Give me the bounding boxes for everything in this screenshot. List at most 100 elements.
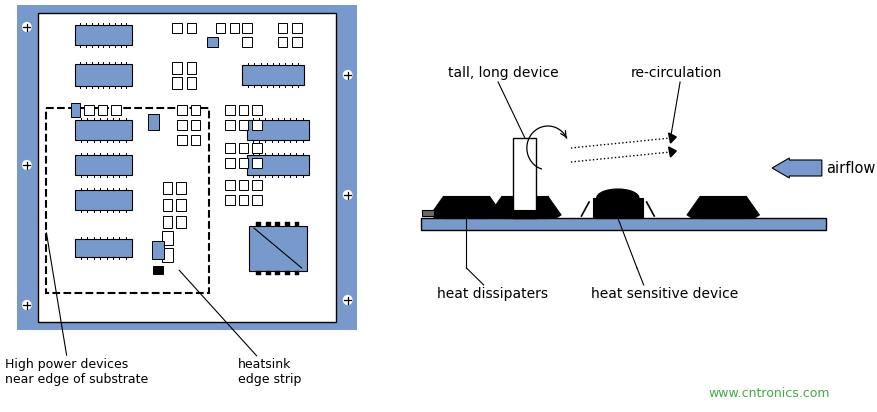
Bar — [71, 103, 81, 117]
FancyArrow shape — [771, 158, 821, 178]
Bar — [239, 120, 248, 130]
Text: airflow: airflow — [824, 161, 874, 176]
Bar — [277, 37, 287, 47]
Bar — [190, 120, 200, 130]
Circle shape — [341, 69, 353, 81]
Text: tall, long device: tall, long device — [448, 66, 559, 80]
Bar — [161, 248, 173, 262]
Bar — [147, 114, 159, 130]
Bar — [172, 77, 182, 89]
Bar — [292, 37, 302, 47]
Bar — [153, 266, 162, 274]
Bar — [75, 239, 132, 257]
Bar — [256, 222, 260, 225]
Polygon shape — [686, 196, 707, 218]
Polygon shape — [539, 196, 560, 218]
Bar — [295, 271, 299, 274]
Circle shape — [21, 159, 32, 171]
Bar — [285, 271, 289, 274]
Bar — [275, 222, 280, 225]
Bar — [421, 218, 824, 230]
Bar — [275, 271, 280, 274]
Bar — [252, 158, 261, 168]
Bar — [177, 120, 187, 130]
Bar — [162, 199, 172, 211]
Bar — [97, 105, 107, 115]
Bar — [592, 198, 642, 218]
Text: www.cntronics.com: www.cntronics.com — [708, 387, 830, 400]
Text: heat sensitive device: heat sensitive device — [590, 287, 738, 301]
Bar — [176, 182, 186, 194]
Bar — [190, 105, 200, 115]
Bar — [252, 120, 261, 130]
Bar — [266, 271, 270, 274]
Bar — [239, 143, 248, 153]
Bar — [443, 196, 488, 218]
Bar — [172, 23, 182, 33]
Bar — [295, 222, 299, 225]
Bar — [39, 13, 336, 322]
Bar — [225, 158, 234, 168]
Bar — [161, 231, 173, 245]
Bar — [256, 271, 260, 274]
Bar — [207, 37, 218, 47]
Polygon shape — [738, 196, 759, 218]
Bar — [225, 195, 234, 205]
Bar — [266, 222, 270, 225]
Bar — [239, 195, 248, 205]
Bar — [190, 135, 200, 145]
Bar — [242, 37, 252, 47]
Bar — [246, 120, 309, 140]
Bar — [187, 62, 196, 74]
Circle shape — [341, 294, 353, 306]
Bar — [249, 225, 306, 271]
Text: heatsink
edge strip: heatsink edge strip — [238, 358, 301, 386]
Ellipse shape — [596, 189, 638, 207]
Bar — [422, 210, 433, 216]
Bar — [252, 180, 261, 190]
Bar — [230, 23, 239, 33]
Bar — [162, 182, 172, 194]
Bar — [18, 5, 357, 330]
Circle shape — [21, 21, 32, 33]
Bar — [187, 23, 196, 33]
Bar — [225, 105, 234, 115]
Bar — [111, 105, 120, 115]
Bar — [239, 158, 248, 168]
Bar — [246, 155, 309, 175]
Bar — [46, 108, 209, 293]
Bar — [225, 143, 234, 153]
Bar — [239, 180, 248, 190]
Bar — [152, 241, 164, 259]
Bar — [241, 65, 303, 85]
Text: High power devices
near edge of substrate: High power devices near edge of substrat… — [4, 358, 148, 386]
Bar — [162, 216, 172, 228]
Polygon shape — [668, 147, 675, 157]
Bar — [176, 199, 186, 211]
Bar — [513, 138, 536, 218]
Polygon shape — [488, 196, 509, 218]
Bar — [75, 25, 132, 45]
Bar — [252, 105, 261, 115]
Bar — [225, 120, 234, 130]
Bar — [277, 23, 287, 33]
Bar — [176, 216, 186, 228]
Bar — [225, 180, 234, 190]
Bar — [187, 77, 196, 89]
Polygon shape — [430, 196, 451, 218]
Bar — [511, 210, 538, 218]
Bar — [177, 135, 187, 145]
Text: re-circulation: re-circulation — [630, 66, 721, 80]
Bar — [292, 23, 302, 33]
Bar — [700, 196, 745, 218]
Bar — [75, 190, 132, 210]
Polygon shape — [481, 196, 503, 218]
Bar — [215, 23, 225, 33]
Bar — [239, 105, 248, 115]
Bar — [172, 62, 182, 74]
Bar — [502, 196, 547, 218]
Bar — [285, 222, 289, 225]
Bar — [84, 105, 94, 115]
Bar — [75, 64, 132, 86]
Bar — [75, 120, 132, 140]
